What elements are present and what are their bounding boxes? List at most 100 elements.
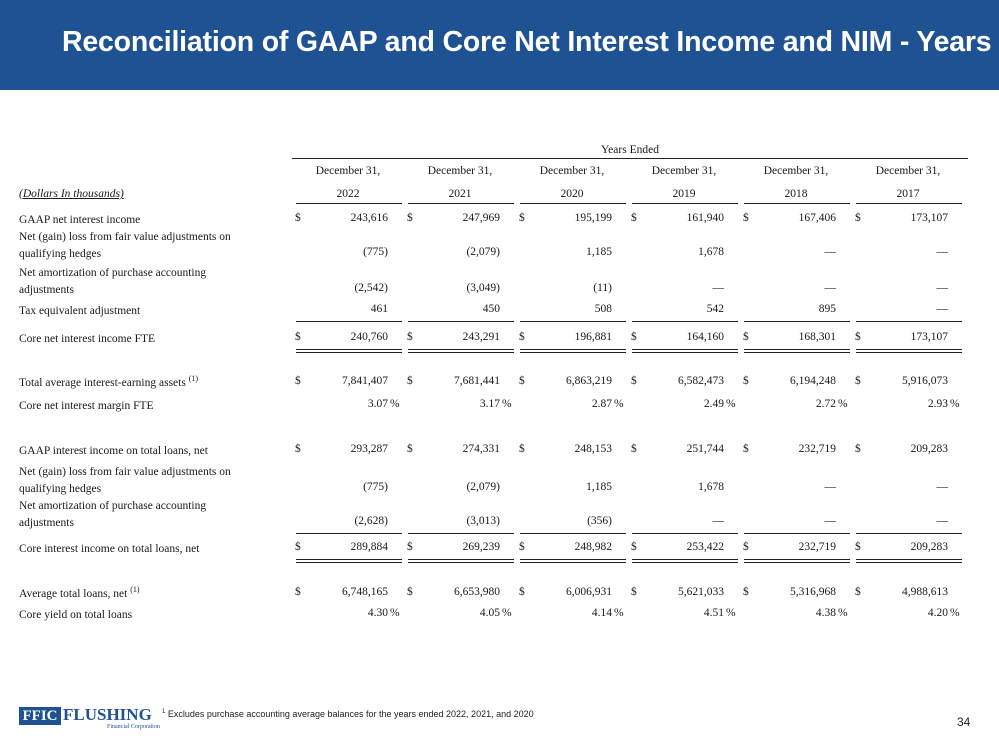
table-cell-value: (2,542) (354, 282, 388, 294)
row-label: qualifying hedges (19, 248, 102, 260)
currency-symbol: $ (295, 331, 301, 343)
subtotal-rule (744, 533, 850, 534)
total-double-rule (744, 562, 850, 563)
total-double-rule (520, 352, 626, 353)
row-label: Total average interest-earning assets (1… (19, 375, 198, 392)
table-cell-value: 4.30 (367, 607, 388, 619)
table-cell-value: 2.72 (815, 398, 836, 410)
currency-symbol: $ (743, 375, 749, 387)
currency-symbol: $ (295, 212, 301, 224)
table-cell-value: 6,653,980 (454, 586, 500, 598)
page-title: Reconciliation of GAAP and Core Net Inte… (62, 26, 992, 58)
table-cell-value: 248,982 (574, 541, 612, 553)
row-label: Net (gain) loss from fair value adjustme… (19, 466, 231, 478)
currency-symbol: $ (407, 375, 413, 387)
table-cell-value: — (712, 515, 725, 527)
logo-wordmark: FLUSHING (63, 705, 152, 724)
column-header-year: 2021 (448, 188, 472, 200)
row-label: Core yield on total loans (19, 609, 133, 621)
percent-symbol: % (390, 398, 400, 410)
subtotal-rule (632, 321, 738, 322)
table-cell-value: 1,185 (586, 246, 612, 258)
table-cell-value: 4.51 (703, 607, 724, 619)
row-label: Core interest income on total loans, net (19, 543, 200, 555)
group-title-rule (292, 158, 968, 159)
currency-symbol: $ (743, 331, 749, 343)
row-label: adjustments (19, 517, 74, 529)
total-double-rule (856, 562, 962, 563)
percent-symbol: % (950, 607, 960, 619)
subtotal-rule (296, 533, 402, 534)
table-cell-value: — (936, 282, 949, 294)
footnote-reference: (1) (188, 374, 199, 384)
table-cell-value: 5,316,968 (790, 586, 836, 598)
column-header-date: December 31, (539, 165, 605, 177)
currency-symbol: $ (743, 443, 749, 455)
row-label: GAAP interest income on total loans, net (19, 445, 208, 457)
currency-symbol: $ (519, 375, 525, 387)
currency-symbol: $ (519, 212, 525, 224)
currency-symbol: $ (519, 331, 525, 343)
row-label: adjustments (19, 284, 74, 296)
currency-symbol: $ (295, 586, 301, 598)
table-cell-value: — (936, 515, 949, 527)
percent-symbol: % (502, 398, 512, 410)
table-cell-value: 2.49 (703, 398, 724, 410)
total-double-rule (744, 352, 850, 353)
row-label-text: Total average interest-earning assets (19, 377, 186, 389)
row-label: Core net interest income FTE (19, 333, 156, 345)
subtotal-rule (744, 559, 850, 560)
header-bar: Reconciliation of GAAP and Core Net Inte… (0, 0, 999, 90)
table-cell-value: 173,107 (910, 212, 948, 224)
table-cell-value: 6,863,219 (566, 375, 612, 387)
currency-symbol: $ (295, 443, 301, 455)
column-header-rule (856, 203, 962, 204)
row-label: Net (gain) loss from fair value adjustme… (19, 231, 231, 243)
table-cell-value: 164,160 (686, 331, 724, 343)
currency-symbol: $ (407, 331, 413, 343)
table-cell-value: 6,748,165 (342, 586, 388, 598)
table-cell-value: 253,422 (686, 541, 724, 553)
row-label: Average total loans, net (1) (19, 586, 140, 603)
column-header-date: December 31, (651, 165, 717, 177)
total-double-rule (408, 352, 514, 353)
table-cell-value: 269,239 (462, 541, 500, 553)
table-cell-value: 209,283 (910, 541, 948, 553)
table-cell-value: — (824, 515, 837, 527)
total-double-rule (408, 562, 514, 563)
currency-symbol: $ (519, 541, 525, 553)
column-header-date: December 31, (763, 165, 829, 177)
table-cell-value: — (936, 303, 949, 315)
table-cell-value: (775) (363, 246, 388, 258)
table-cell-value: 243,291 (462, 331, 500, 343)
table-cell-value: 232,719 (798, 541, 836, 553)
table-cell-value: (11) (593, 282, 612, 294)
subtotal-rule (296, 321, 402, 322)
row-label: Core net interest margin FTE (19, 400, 154, 412)
subtotal-rule (408, 559, 514, 560)
currency-symbol: $ (743, 212, 749, 224)
table-cell-value: — (936, 481, 949, 493)
table-cell-value: 450 (482, 303, 500, 315)
subtotal-rule (296, 559, 402, 560)
footnote-marker: 1 (162, 709, 166, 715)
logo-subtitle: Financial Corporation (107, 724, 160, 730)
footnote-text: Excludes purchase accounting average bal… (167, 709, 534, 719)
percent-symbol: % (838, 398, 848, 410)
units-label: (Dollars In thousands) (19, 188, 124, 200)
percent-symbol: % (390, 607, 400, 619)
table-cell-value: (775) (363, 481, 388, 493)
column-header-year: 2017 (896, 188, 920, 200)
table-cell-value: (3,013) (466, 515, 500, 527)
subtotal-rule (408, 533, 514, 534)
row-label: Net amortization of purchase accounting (19, 267, 207, 279)
row-label-text: Average total loans, net (19, 588, 128, 600)
currency-symbol: $ (407, 443, 413, 455)
subtotal-rule (408, 349, 514, 350)
currency-symbol: $ (631, 443, 637, 455)
table-cell-value: (2,628) (354, 515, 388, 527)
table-cell-value: 4.05 (479, 607, 500, 619)
percent-symbol: % (614, 607, 624, 619)
subtotal-rule (632, 533, 738, 534)
percent-symbol: % (502, 607, 512, 619)
